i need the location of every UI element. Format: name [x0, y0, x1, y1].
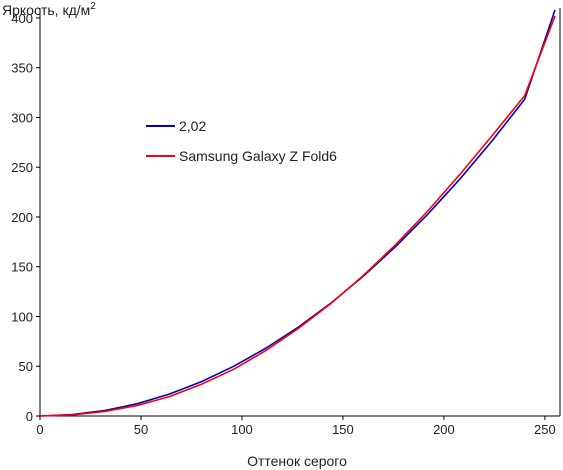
y-tick-label: 100	[11, 309, 33, 324]
y-tick-label: 300	[11, 110, 33, 125]
x-tick-label: 150	[332, 422, 354, 437]
axes: 0 50 100 150 200 250 0 50 100 150 200 250 300 350 400	[11, 8, 561, 437]
x-tick-label: 50	[134, 422, 148, 437]
x-ticks: 0 50 100 150 200 250	[36, 416, 556, 437]
x-tick-label: 200	[433, 422, 455, 437]
y-tick-label: 50	[19, 359, 33, 374]
y-tick-label: 350	[11, 61, 33, 76]
y-tick-label: 250	[11, 160, 33, 175]
x-tick-label: 250	[534, 422, 556, 437]
x-tick-label: 100	[231, 422, 253, 437]
y-tick-label: 0	[26, 409, 33, 424]
y-tick-label: 200	[11, 210, 33, 225]
x-axis-title: Оттенок серого	[247, 453, 347, 469]
series-line-1	[39, 9, 556, 417]
y-tick-label: 150	[11, 260, 33, 275]
y-axis-title-superscript: 2	[90, 1, 96, 12]
series-layer	[39, 9, 556, 417]
y-ticks: 0 50 100 150 200 250 300 350 400	[11, 11, 40, 424]
y-axis-title: Яркость, кд/м2	[2, 1, 96, 18]
y-tick-label: 400	[11, 11, 33, 26]
x-tick-label: 0	[36, 422, 43, 437]
legend-label-1: 2,02	[179, 118, 206, 134]
legend: 2,02 Samsung Galaxy Z Fold6	[146, 118, 337, 164]
legend-label-2: Samsung Galaxy Z Fold6	[179, 148, 337, 164]
series-line-2	[39, 15, 556, 417]
y-axis-title-main: Яркость, кд/м	[2, 2, 90, 18]
